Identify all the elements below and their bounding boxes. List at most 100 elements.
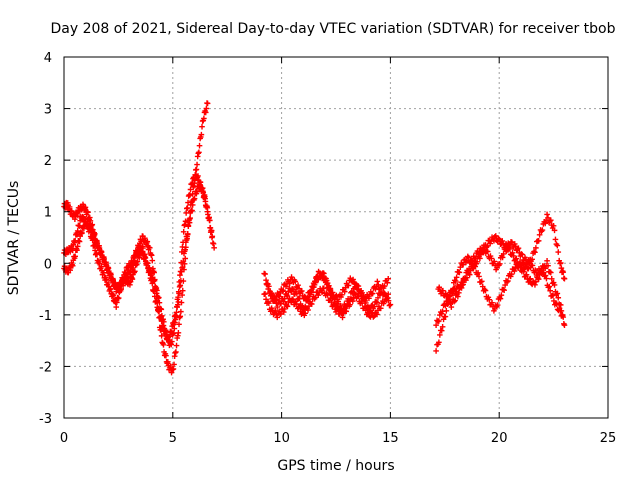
- data-point: [262, 291, 268, 297]
- data-point: [550, 222, 557, 229]
- data-point: [173, 349, 179, 355]
- data-point: [350, 276, 356, 283]
- data-point: [274, 314, 281, 321]
- data-point: [341, 288, 348, 295]
- data-point: [146, 269, 153, 275]
- y-tick-label: 0: [44, 257, 52, 272]
- data-point: [535, 238, 542, 244]
- data-point: [559, 312, 566, 318]
- data-point: [208, 229, 215, 235]
- data-point: [160, 322, 167, 329]
- data-point: [514, 246, 521, 253]
- data-point: [148, 252, 155, 259]
- data-point: [547, 218, 553, 224]
- data-point: [556, 305, 563, 311]
- data-point: [176, 290, 182, 297]
- data-point: [266, 300, 272, 307]
- data-point: [284, 303, 291, 310]
- data-point: [286, 280, 293, 287]
- data-point: [74, 243, 81, 250]
- data-point: [557, 260, 564, 266]
- data-point: [184, 205, 191, 211]
- data-point: [551, 227, 558, 234]
- data-point: [484, 248, 491, 255]
- data-point: [96, 245, 103, 251]
- y-tick-label: 2: [44, 154, 52, 169]
- data-point: [321, 285, 327, 291]
- data-point: [509, 250, 516, 256]
- data-point: [504, 279, 510, 285]
- data-point: [158, 318, 165, 324]
- data-point: [175, 330, 182, 336]
- data-point: [281, 306, 288, 312]
- data-point: [366, 295, 372, 302]
- data-point: [110, 277, 116, 283]
- data-point: [546, 283, 553, 290]
- x-tick-label: 5: [169, 431, 177, 446]
- data-point: [511, 268, 518, 274]
- data-point: [439, 308, 446, 315]
- data-point: [544, 211, 550, 218]
- data-point: [151, 293, 158, 300]
- data-point: [557, 308, 564, 314]
- data-point: [87, 227, 93, 234]
- data-point: [561, 322, 568, 328]
- data-point: [74, 228, 81, 234]
- data-point: [503, 248, 510, 254]
- data-point: [144, 260, 151, 266]
- data-point: [374, 311, 380, 318]
- data-point: [142, 255, 149, 261]
- data-point: [204, 100, 211, 107]
- x-axis-title: GPS time / hours: [277, 458, 394, 474]
- data-point: [448, 304, 455, 310]
- data-point: [202, 195, 208, 202]
- data-point: [91, 242, 98, 249]
- data-point: [160, 341, 167, 348]
- data-point: [354, 282, 360, 288]
- data-point: [175, 294, 181, 300]
- data-point: [547, 287, 553, 294]
- data-point: [156, 294, 162, 301]
- data-point: [486, 296, 493, 303]
- data-point: [113, 304, 120, 310]
- data-point: [72, 253, 78, 260]
- data-point: [512, 256, 519, 263]
- data-point: [176, 321, 182, 328]
- data-point: [359, 300, 365, 306]
- data-point: [369, 290, 376, 297]
- data-point: [456, 269, 463, 276]
- data-point: [335, 298, 341, 305]
- data-point: [194, 161, 200, 168]
- data-point: [525, 257, 532, 263]
- data-point: [180, 229, 187, 235]
- data-point: [140, 245, 146, 251]
- data-point: [437, 332, 443, 338]
- data-point: [289, 296, 295, 302]
- data-point: [476, 273, 482, 280]
- data-point: [211, 245, 217, 251]
- data-point: [481, 242, 487, 249]
- data-point: [89, 237, 96, 244]
- data-point: [264, 280, 271, 287]
- data-point: [455, 289, 462, 296]
- data-point: [153, 298, 160, 305]
- data-point: [488, 255, 495, 262]
- data-point: [508, 271, 515, 277]
- y-tick-label: -2: [39, 360, 52, 375]
- data-point: [523, 271, 530, 278]
- data-point: [85, 209, 91, 216]
- data-point: [558, 313, 565, 319]
- data-point: [118, 286, 124, 293]
- data-point: [469, 261, 475, 268]
- x-tick-label: 20: [491, 431, 508, 446]
- data-point: [499, 254, 506, 261]
- data-point: [455, 293, 461, 300]
- data-point: [465, 269, 471, 275]
- data-point: [115, 295, 122, 301]
- data-point: [199, 123, 205, 130]
- data-point: [531, 248, 537, 255]
- data-point: [295, 304, 302, 311]
- data-point: [132, 268, 138, 275]
- data-point: [555, 294, 562, 301]
- data-point: [103, 261, 110, 267]
